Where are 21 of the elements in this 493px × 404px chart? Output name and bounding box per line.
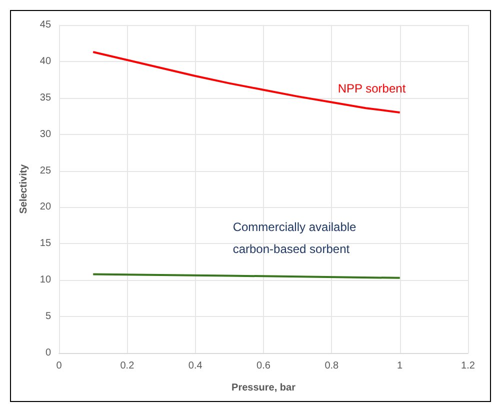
series-label: NPP sorbent [338,81,406,96]
x-tick-label: 1.2 [461,360,476,372]
y-tick-label: 0 [45,348,52,358]
y-tick-label: 20 [40,202,52,213]
series-label: Commercially available carbon-based sorbent [232,220,360,256]
y-tick-label: 40 [40,56,52,67]
y-tick-label: 30 [40,128,52,140]
x-tick-label: 1 [397,360,404,372]
y-axis-title: Selectivity [18,164,30,214]
y-tick-label: 45 [40,20,52,30]
x-tick-label: 0.8 [324,360,340,372]
x-tick-label: 0.2 [120,360,135,372]
y-tick-label: 10 [40,274,52,286]
y-tick-label: 35 [40,92,52,104]
x-axis-title: Pressure, bar [232,382,296,394]
x-tick-label: 0.6 [256,360,271,372]
y-tick-label: 15 [40,238,52,250]
y-tick-label: 5 [45,311,52,322]
y-tick-label: 25 [40,165,52,176]
x-tick-label: 0 [56,360,62,372]
x-tick-label: 0.4 [188,360,203,372]
